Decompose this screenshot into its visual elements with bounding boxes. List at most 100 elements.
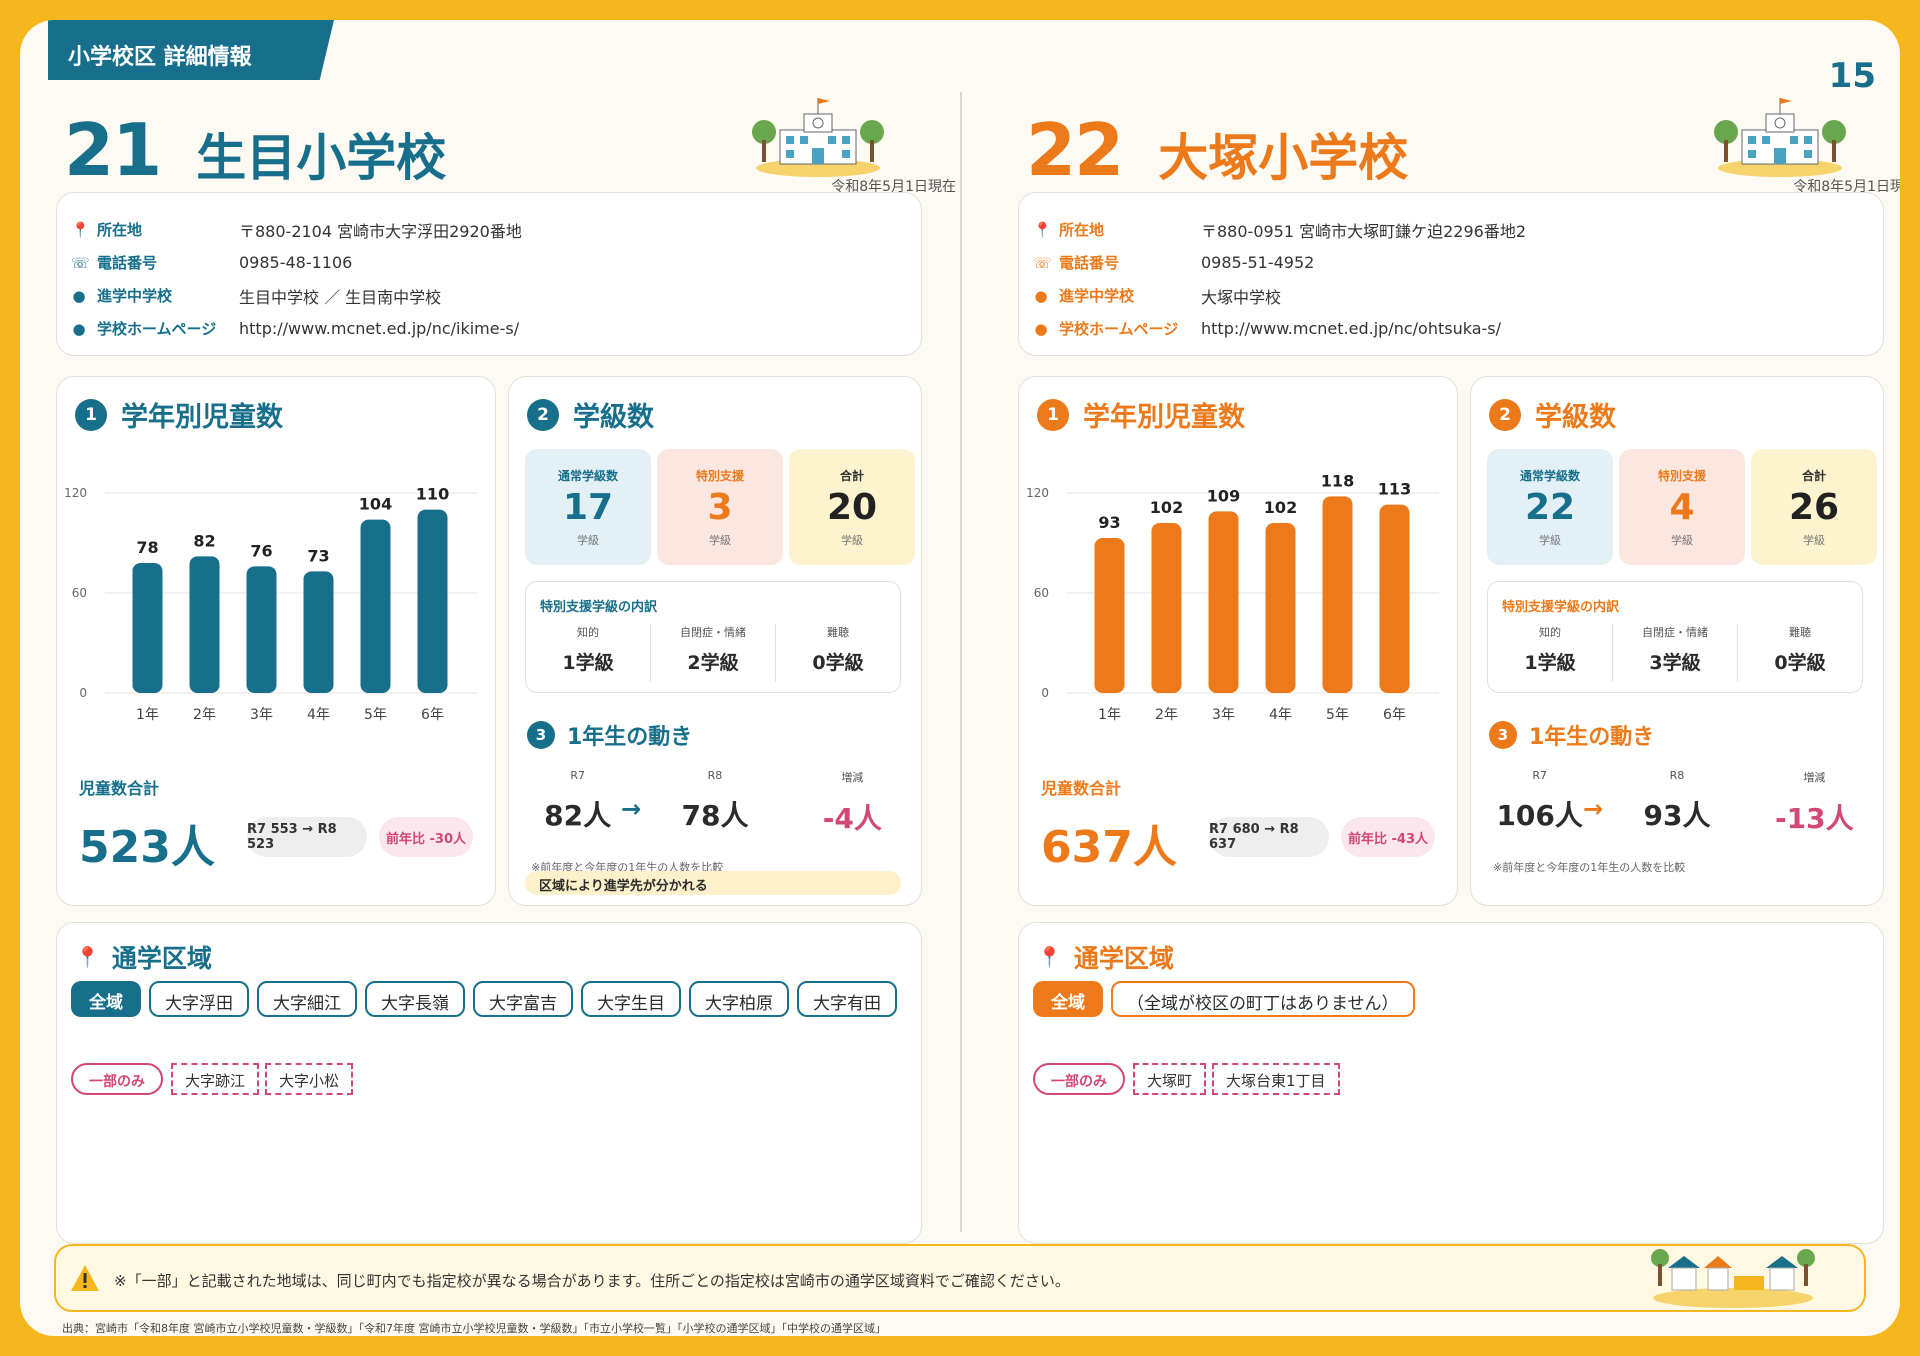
info-label: 電話番号 xyxy=(97,254,158,272)
breakdown-col: 難聴 0学級 xyxy=(776,624,900,682)
total-students: 523人 xyxy=(79,822,215,873)
card-title: 1 学年別児童数 xyxy=(1037,395,1245,434)
box-value: 17 xyxy=(562,487,614,528)
school-zone-card: 📍 通学区域 全域 （全域が校区の町丁はありません） 一部のみ 大塚町 大塚台東1丁… xyxy=(1018,922,1884,1244)
card-title-text: 学級数 xyxy=(573,402,654,433)
box-label: 特別支援 xyxy=(1657,469,1706,483)
zone-title-text: 通学区域 xyxy=(1073,944,1174,973)
homepage-link[interactable]: http://www.mcnet.ed.jp/nc/ohtsuka-s/ xyxy=(1201,319,1501,338)
bar-value-label: 118 xyxy=(1321,473,1354,490)
badge-number: 1 xyxy=(75,398,107,431)
students-by-grade-card: 1 学年別児童数 0 60 120 93 1年 102 2年 109 3年 102 4年 118 5年 11… xyxy=(1018,376,1458,906)
movement-note: ※前年度と今年度の1年生の人数を比較 xyxy=(531,861,724,874)
zone-tag: 大字生目 xyxy=(581,981,681,1017)
bar-value-label: 110 xyxy=(416,485,449,504)
regular-classes-box: 通常学級数 22 学級 xyxy=(1487,449,1613,565)
card-title-text: 学年別児童数 xyxy=(1083,402,1245,433)
homepage-link[interactable]: http://www.mcnet.ed.jp/nc/ikime-s/ xyxy=(239,319,520,338)
box-unit: 学級 xyxy=(709,534,731,547)
school-zone-card: 📍 通学区域 全域 大字浮田 大字細江 大字長嶺 大字富吉 大字生目 大字柏原 大字有田 一部… xyxy=(56,922,922,1244)
breakdown-label: 知的 xyxy=(577,626,599,639)
x-tick-label: 4年 xyxy=(307,707,330,723)
bar-value-label: 78 xyxy=(136,538,158,557)
page-number: 15 xyxy=(1828,56,1876,96)
zone-partial-tag: 大字跡江 xyxy=(171,1063,260,1095)
school-info-card: 📍 所在地 〒880-2104 宮崎市大字浮田2920番地 ☏ 電話番号 0985-48… xyxy=(56,192,922,356)
movement-value: 82人 xyxy=(544,799,612,832)
badge-number: 3 xyxy=(527,721,555,749)
movement-title: 3 1年生の動き xyxy=(527,719,692,751)
bar-5年 xyxy=(360,519,391,693)
arrow-right-icon: → xyxy=(1583,795,1604,823)
movement-title: 3 1年生の動き xyxy=(1489,719,1654,751)
breakdown-col: 知的 1学級 xyxy=(526,624,651,682)
school-number: 22 xyxy=(1026,108,1124,192)
bar-4年 xyxy=(1265,523,1296,693)
x-tick-label: 2年 xyxy=(1155,707,1178,723)
zone-all-row: 全域 大字浮田 大字細江 大字長嶺 大字富吉 大字生目 大字柏原 大字有田 xyxy=(71,981,897,1017)
y-tick-label: 0 xyxy=(79,686,87,700)
center-divider xyxy=(960,92,962,1232)
bar-value-label: 102 xyxy=(1264,498,1297,517)
movement-note: ※前年度と今年度の1年生の人数を比較 xyxy=(1493,861,1686,874)
school-info-card: 📍 所在地 〒880-0951 宮崎市大塚町鎌ケ迫2296番地2 ☏ 電話番号 0985… xyxy=(1018,192,1884,356)
movement-label: 増減 xyxy=(1803,771,1826,784)
box-label: 合計 xyxy=(1801,469,1826,483)
footer-note: ※「一部」と記載された地域は、同じ町内でも指定校が異なる場合があります。住所ごと… xyxy=(114,1272,1070,1290)
zone-tag: 大字柏原 xyxy=(689,981,789,1017)
zone-title: 📍 通学区域 xyxy=(1037,939,1174,975)
info-phone-row: ☏ 電話番号 0985-48-1106 xyxy=(71,246,921,279)
movement-col: R8 93人 xyxy=(1608,769,1745,837)
zone-partial-tag: 大字小松 xyxy=(265,1063,354,1095)
x-tick-label: 3年 xyxy=(1212,707,1235,723)
movement-change: -4人 xyxy=(822,802,882,835)
breakdown-label: 自閉症・情緒 xyxy=(680,626,746,639)
movement-values: R7 106人 R8 93人 増減 -13人 xyxy=(1471,769,1883,837)
bar-value-label: 73 xyxy=(307,546,329,565)
special-classes-box: 特別支援 4 学級 xyxy=(1619,449,1745,565)
class-count-boxes: 通常学級数 22 学級 特別支援 4 学級 合計 26 学級 xyxy=(1487,449,1877,565)
x-tick-label: 5年 xyxy=(364,707,387,723)
x-tick-label: 6年 xyxy=(1383,707,1406,723)
dot-icon: ● xyxy=(1034,319,1048,338)
arrow-right-icon: → xyxy=(621,795,642,823)
section-tab: 小学校区 詳細情報 xyxy=(48,20,334,80)
card-title: 2 学級数 xyxy=(527,395,654,434)
x-tick-label: 5年 xyxy=(1326,707,1349,723)
zone-tag: 大字富吉 xyxy=(473,981,573,1017)
info-label: 学校ホームページ xyxy=(97,320,217,338)
school-panel-22: 22 大塚小学校 令和8年5月1日現在 📍 所在地 〒880-0951 宮崎市大塚町… xyxy=(1018,20,1900,1250)
info-value: 0985-51-4952 xyxy=(1201,253,1315,272)
movement-values: R7 82人 R8 78人 増減 -4人 xyxy=(509,769,921,837)
students-bar-chart: 0 60 120 78 1年 82 2年 76 3年 73 4年 104 5年 110 6年 xyxy=(64,485,477,723)
info-homepage-row: ● 学校ホームページ http://www.mcnet.ed.jp/nc/ikime… xyxy=(71,312,921,345)
info-value: 0985-48-1106 xyxy=(239,253,353,272)
y-tick-label: 120 xyxy=(1026,486,1049,500)
zone-partial-label: 一部のみ xyxy=(1033,1063,1125,1095)
bar-2年 xyxy=(1151,523,1182,693)
zone-tag: 大字浮田 xyxy=(149,981,249,1017)
bar-6年 xyxy=(417,509,448,693)
bar-2年 xyxy=(189,556,220,693)
yoy-pill: 前年比 -43人 xyxy=(1341,817,1435,857)
warning-icon xyxy=(71,1265,99,1291)
bar-6年 xyxy=(1379,504,1410,693)
breakdown-value: 3学級 xyxy=(1649,652,1701,674)
total-classes-box: 合計 20 学級 xyxy=(789,449,915,565)
box-unit: 学級 xyxy=(1539,534,1561,547)
breakdown-title: 特別支援学級の内訳 xyxy=(540,600,658,615)
info-junior-high-row: ● 進学中学校 大塚中学校 xyxy=(1033,279,1883,312)
x-tick-label: 1年 xyxy=(1098,707,1121,723)
breakdown-value: 0学級 xyxy=(1774,652,1826,674)
zone-partial-label: 一部のみ xyxy=(71,1063,163,1095)
zone-all-label: 全域 xyxy=(1033,981,1103,1017)
breakdown-value: 1学級 xyxy=(1524,652,1576,674)
movement-col: R8 78人 xyxy=(646,769,783,837)
map-pin-icon: 📍 xyxy=(1037,945,1062,969)
box-label: 通常学級数 xyxy=(1519,469,1580,483)
classes-card: 2 学級数 通常学級数 22 学級 特別支援 4 学級 合計 26 学級 特別支援学級の内訳 … xyxy=(1470,376,1884,906)
box-unit: 学級 xyxy=(841,534,863,547)
bar-value-label: 104 xyxy=(359,495,392,514)
x-tick-label: 2年 xyxy=(193,707,216,723)
total-students: 637人 xyxy=(1041,822,1177,873)
